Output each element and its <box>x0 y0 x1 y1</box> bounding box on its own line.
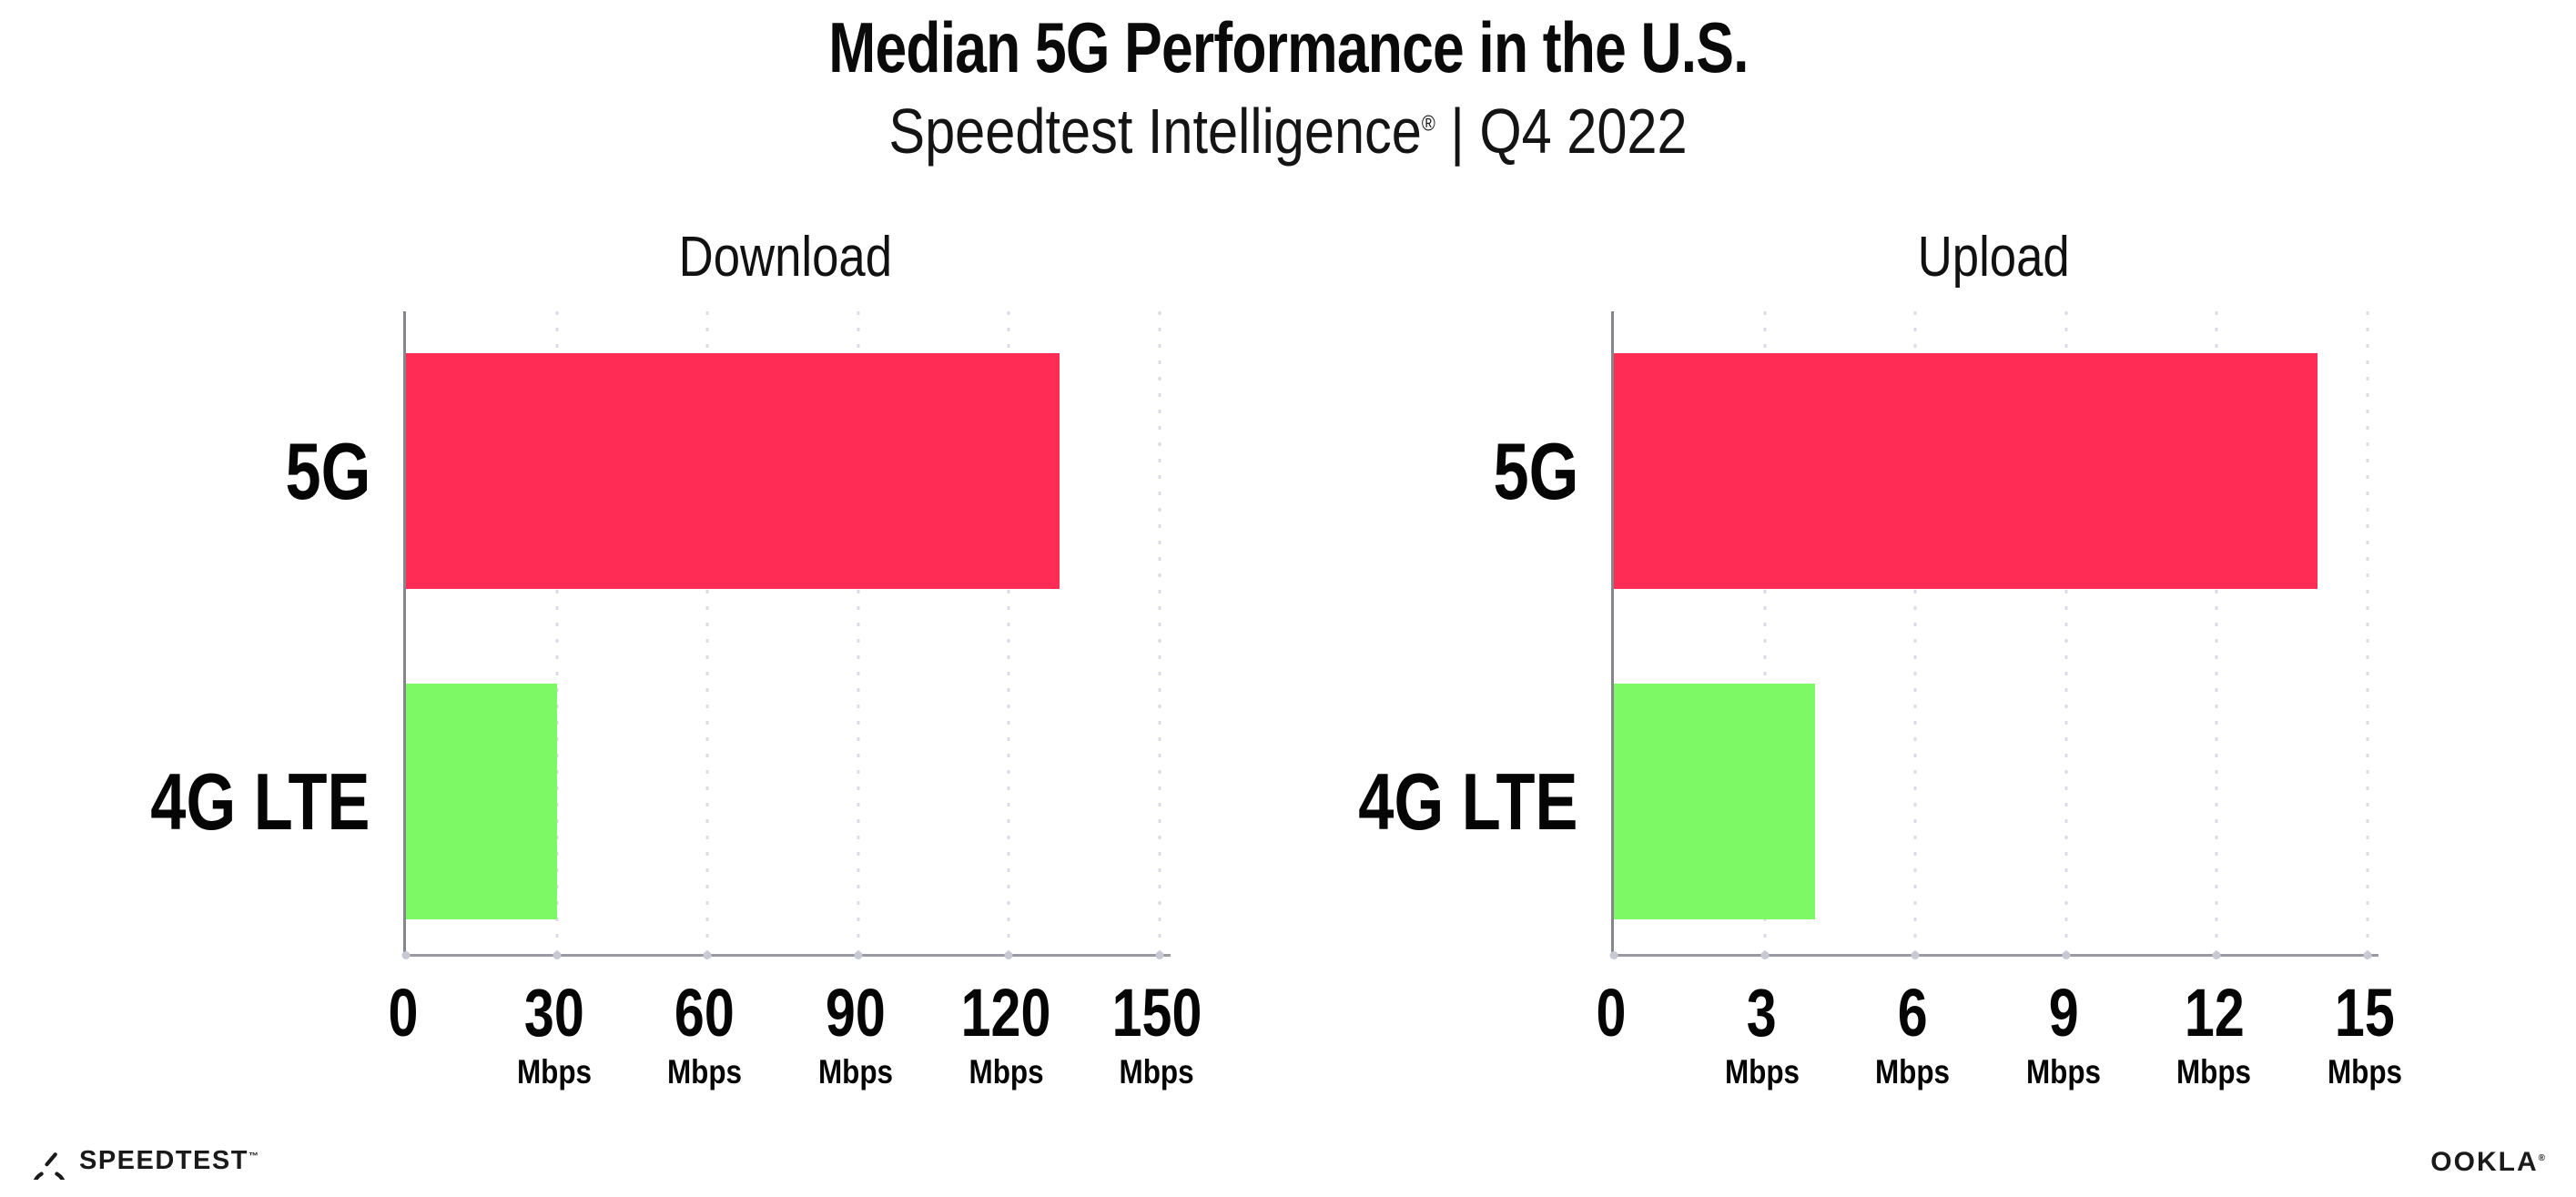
x-tick-unit: Mbps <box>2176 1053 2252 1090</box>
speedtest-gauge-icon <box>30 1141 68 1197</box>
x-tick-120: 120 Mbps <box>950 977 1062 1093</box>
x-tick-90: 90 Mbps <box>811 977 899 1093</box>
gridline-90 <box>857 311 860 954</box>
x-tick-12: 12 Mbps <box>2170 977 2258 1093</box>
subtitle-period: | Q4 2022 <box>1435 96 1688 167</box>
bar-5g <box>406 353 1060 589</box>
gridline-30 <box>555 311 559 954</box>
category-label-4g-lte: 4G LTE <box>150 756 370 847</box>
x-tick-unit: Mbps <box>2025 1053 2101 1090</box>
bar-4g-lte <box>1614 684 1815 919</box>
axis-tick-dot-30 <box>553 951 562 959</box>
download-chart: Download 0 30 Mbps 60 Mbps 90 Mbps 120 Mbps 150 Mb… <box>76 218 1259 1165</box>
bar-5g <box>1614 353 2317 589</box>
x-tick-15: 15 Mbps <box>2321 977 2409 1093</box>
ookla-registered-mark: ® <box>2538 1153 2547 1163</box>
x-tick-3: 3 Mbps <box>1718 977 1806 1093</box>
registered-mark: ® <box>1421 111 1435 137</box>
page-title-text: Median 5G Performance in the U.S. <box>827 7 1749 87</box>
x-tick-value: 0 <box>388 975 419 1050</box>
x-tick-0: 0 <box>1592 977 1629 1050</box>
x-tick-unit: Mbps <box>1875 1053 1951 1090</box>
axis-tick-dot-0 <box>1609 951 1618 959</box>
gridline-60 <box>705 311 709 954</box>
x-tick-unit: Mbps <box>817 1053 893 1090</box>
x-tick-6: 6 Mbps <box>1869 977 1957 1093</box>
ookla-wordmark: OOKLA <box>2430 1147 2539 1177</box>
x-tick-value: 0 <box>1596 975 1627 1050</box>
x-tick-unit: Mbps <box>2327 1053 2403 1090</box>
axis-tick-dot-150 <box>1155 951 1164 959</box>
x-tick-60: 60 Mbps <box>661 977 749 1093</box>
axis-tick-dot-12 <box>2212 951 2221 959</box>
upload-chart: Upload 0 3 Mbps 6 Mbps 9 Mbps 12 Mbps 15 Mbps 5G 4G … <box>1283 218 2467 1165</box>
x-tick-value: 120 <box>961 975 1051 1050</box>
axis-tick-dot-3 <box>1760 951 1770 959</box>
speedtest-wordmark: SPEEDTEST <box>79 1145 248 1175</box>
x-tick-value: 30 <box>523 975 584 1050</box>
bar-4g-lte <box>406 684 557 919</box>
x-tick-9: 9 Mbps <box>2019 977 2107 1093</box>
x-tick-value: 15 <box>2335 975 2395 1050</box>
axis-tick-dot-120 <box>1004 951 1013 959</box>
x-tick-value: 3 <box>1747 975 1778 1050</box>
upload-chart-title: Upload <box>1917 226 2070 289</box>
gridline-15 <box>2366 311 2369 954</box>
page-title: Median 5G Performance in the U.S. <box>0 9 2576 86</box>
axis-tick-dot-60 <box>703 951 712 959</box>
page-subtitle: Speedtest Intelligence® | Q4 2022 <box>0 93 2576 169</box>
speedtest-logo: SPEEDTEST™ <box>30 1140 260 1197</box>
axis-tick-dot-9 <box>2062 951 2071 959</box>
x-tick-unit: Mbps <box>516 1053 592 1090</box>
gridline-150 <box>1158 311 1161 954</box>
gridline-9 <box>2064 311 2068 954</box>
ookla-logo: OOKLA® <box>2430 1147 2547 1178</box>
subtitle-brand: Speedtest Intelligence <box>888 96 1422 167</box>
category-label-4g-lte: 4G LTE <box>1358 756 1578 847</box>
x-tick-unit: Mbps <box>1724 1053 1800 1090</box>
upload-plot-area <box>1609 311 2378 959</box>
speedtest-trademark: ™ <box>248 1150 260 1161</box>
x-tick-unit: Mbps <box>667 1053 743 1090</box>
x-tick-value: 6 <box>1897 975 1928 1050</box>
x-tick-value: 12 <box>2184 975 2245 1050</box>
download-chart-title: Download <box>678 226 893 289</box>
axis-tick-dot-90 <box>854 951 863 959</box>
x-tick-unit: Mbps <box>1119 1053 1195 1090</box>
gridline-12 <box>2215 311 2218 954</box>
axis-tick-dot-15 <box>2363 951 2372 959</box>
x-tick-unit: Mbps <box>969 1053 1044 1090</box>
x-tick-150: 150 Mbps <box>1100 977 1212 1093</box>
x-tick-value: 150 <box>1111 975 1202 1050</box>
x-tick-30: 30 Mbps <box>510 977 598 1093</box>
x-tick-value: 9 <box>2048 975 2079 1050</box>
axis-tick-dot-6 <box>1911 951 1920 959</box>
x-tick-0: 0 <box>384 977 421 1050</box>
x-tick-value: 60 <box>674 975 735 1050</box>
category-label-5g: 5G <box>285 425 370 516</box>
gridline-120 <box>1007 311 1010 954</box>
gridline-6 <box>1913 311 1917 954</box>
x-tick-value: 90 <box>825 975 886 1050</box>
category-label-5g: 5G <box>1493 425 1578 516</box>
download-plot-area <box>401 311 1171 959</box>
gridline-3 <box>1763 311 1767 954</box>
axis-tick-dot-0 <box>401 951 411 959</box>
